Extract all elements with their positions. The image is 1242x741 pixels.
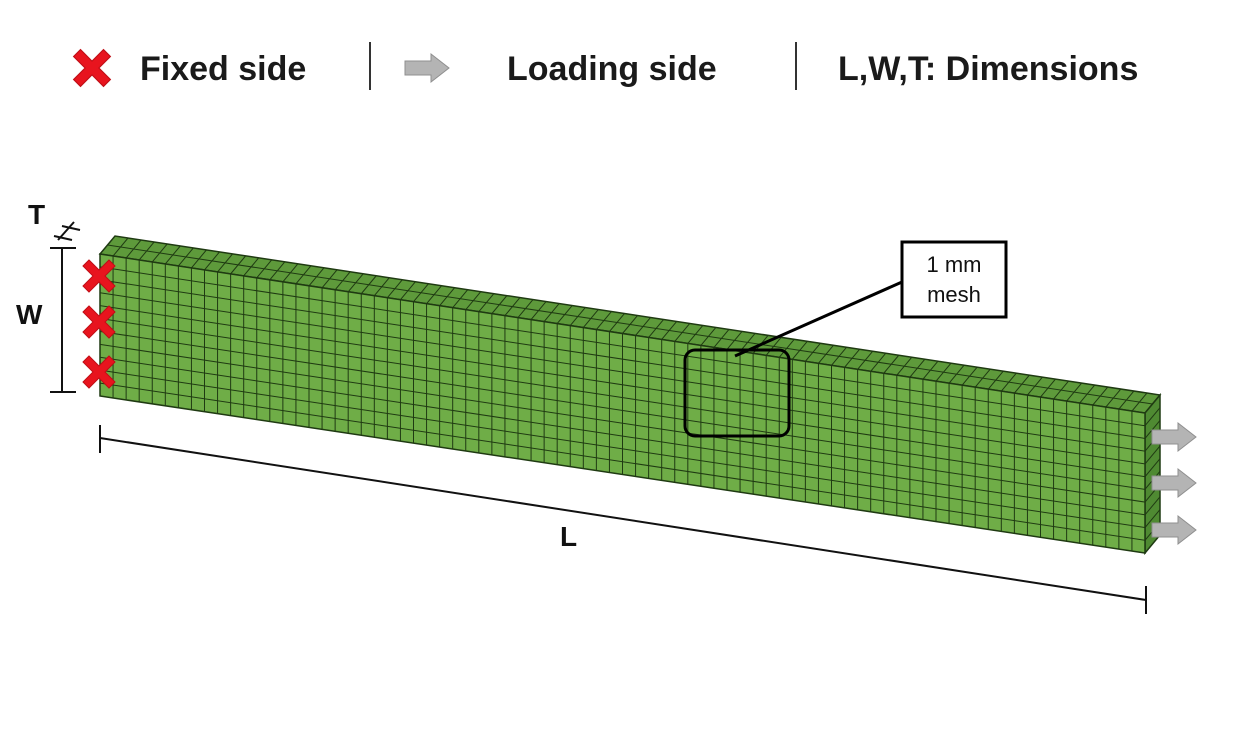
mesh-line-horizontal [99,318,1146,478]
callout-line1: 1 mm [927,252,982,277]
mesh-line-end [1144,407,1161,427]
mesh-line-top-mid [107,244,1153,405]
mesh-line-horizontal [99,279,1146,439]
mesh-callout: 1 mm mesh [683,240,1008,438]
callout-leader-line [734,280,903,358]
mesh-line-end [1144,458,1161,477]
dimension-l: L [99,425,1147,614]
legend: Fixed side Loading side L,W,T: Dimension… [73,42,1138,90]
red-x-icon [73,49,111,87]
mesh-line-end [1144,509,1161,528]
mesh-line-end [1144,496,1161,516]
dimension-w: W [16,247,76,393]
mesh-line-horizontal [99,305,1146,465]
gray-arrow-icon [404,53,450,83]
mesh-line-horizontal [99,356,1146,516]
dimension-t-label: T [28,199,45,230]
legend-dimensions-label: L,W,T: Dimensions [838,50,1138,88]
mesh-line-end [1144,420,1161,439]
mesh-line-end [1144,445,1161,465]
callout-box [900,240,1008,319]
beam [98,235,1162,556]
dimension-t: T [28,199,81,241]
mesh-line-horizontal [99,369,1146,529]
legend-fixed-label: Fixed side [140,50,306,88]
dimension-l-label: L [560,521,577,552]
legend-loading-label: Loading side [507,50,717,88]
mesh-line-horizontal [99,382,1146,541]
mesh-line-horizontal [99,330,1146,490]
mesh-line-horizontal [99,292,1146,452]
callout-line2: mesh [927,282,981,307]
loading-arrows [1151,422,1197,545]
mesh-line-horizontal [99,266,1146,427]
mesh-highlight [683,348,791,438]
beam-mesh [99,237,1161,552]
dimension-w-label: W [16,299,43,330]
mesh-line-horizontal [99,343,1146,503]
